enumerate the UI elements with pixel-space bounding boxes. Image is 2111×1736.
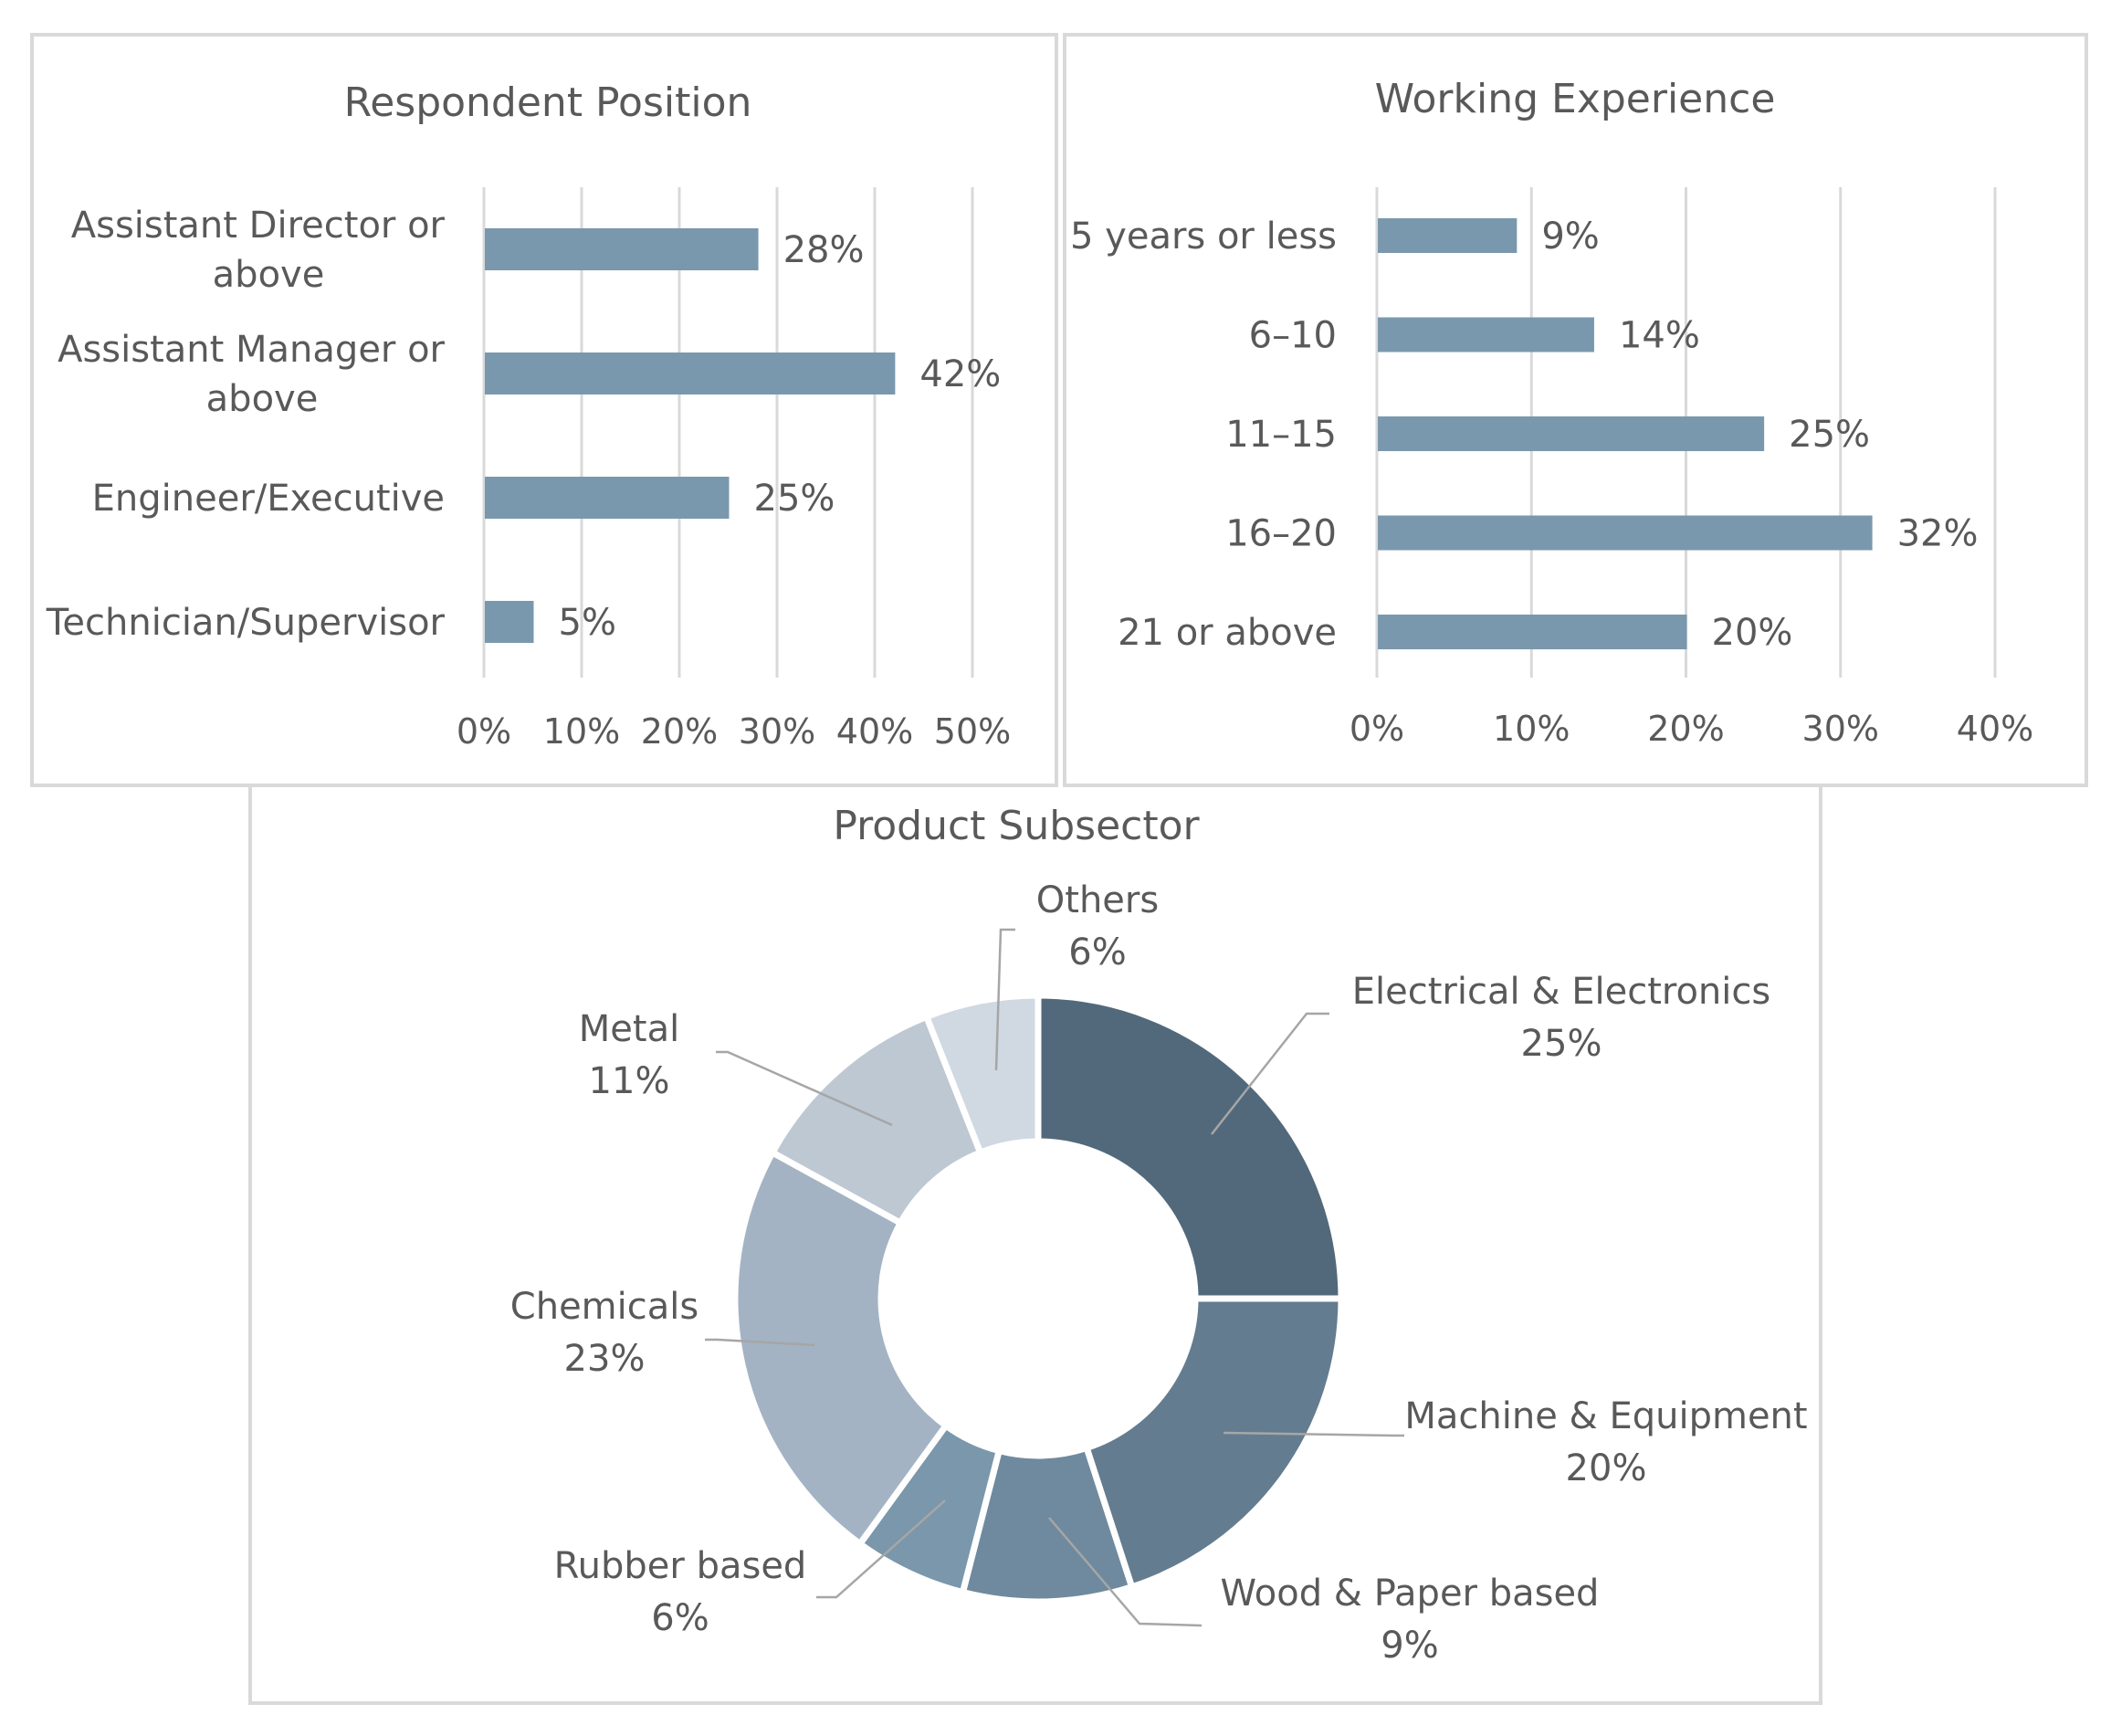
slice-category-label: Wood & Paper based — [1221, 1573, 1600, 1615]
data-label: 14% — [1619, 315, 1700, 357]
product-subsector-svg: Product Subsector Electrical & Electronic… — [510, 803, 1808, 1667]
category-label: Assistant Director or above — [71, 205, 446, 296]
leader-line — [1048, 1517, 1203, 1627]
category-label-line: 21 or above — [1118, 612, 1337, 654]
slice-category-label: Machine & Equipment — [1404, 1395, 1807, 1437]
data-label: 25% — [1789, 414, 1870, 456]
leader-line — [816, 1499, 946, 1599]
category-label: Assistant Manager or above — [58, 329, 445, 420]
slice-value-label: 23% — [564, 1338, 646, 1380]
data-label: 32% — [1897, 513, 1979, 555]
bar — [485, 228, 759, 270]
x-tick-label: 10% — [1493, 709, 1570, 749]
slice-category-label: Electrical & Electronics — [1352, 971, 1770, 1013]
slice-category-label: Others — [1036, 879, 1159, 921]
x-tick-label: 50% — [934, 711, 1011, 752]
respondent-position-chart: Respondent Position 0% 10% 20% 30% 40% 50% Assi… — [30, 33, 1058, 787]
working-experience-chart: Working Experience 0% 10% 20% 30% 40% 5 years … — [1063, 33, 2088, 787]
working-experience-svg: Working Experience 0% 10% 20% 30% 40% 5 years … — [1070, 76, 2033, 749]
x-tick-label: 40% — [836, 711, 913, 752]
category-label: 6–10 — [1249, 315, 1337, 357]
data-label: 9% — [1541, 216, 1599, 258]
donut-slice — [731, 1148, 950, 1549]
x-tick-label: 20% — [641, 711, 718, 752]
x-tick-label: 0% — [457, 711, 511, 752]
slice-value-label: 6% — [651, 1597, 709, 1639]
bar — [1378, 416, 1765, 451]
donut-slice — [768, 1012, 985, 1227]
category-label: Technician/Supervisor — [46, 602, 446, 644]
donut-slice — [1082, 1295, 1345, 1592]
x-tick-label: 30% — [739, 711, 815, 752]
slice-category-label: Metal — [579, 1008, 679, 1050]
donut-slice — [922, 992, 1042, 1157]
slice-value-label: 11% — [589, 1060, 670, 1102]
category-label-line: 5 years or less — [1070, 216, 1337, 258]
category-label-line: above — [213, 254, 325, 296]
category-label-line: Assistant Director or — [71, 205, 446, 247]
category-label-line: above — [206, 378, 319, 420]
leader-line — [1223, 1431, 1404, 1437]
x-tick-label: 30% — [1802, 709, 1879, 749]
data-label: 28% — [783, 229, 865, 271]
data-label: 20% — [1712, 612, 1793, 654]
data-label: 25% — [754, 478, 835, 520]
product-subsector-chart: Product Subsector Electrical & Electronic… — [248, 787, 1822, 1705]
leader-line — [1211, 1012, 1329, 1135]
x-tick-label: 10% — [543, 711, 620, 752]
leader-line — [705, 1338, 815, 1347]
slice-value-label: 20% — [1566, 1447, 1647, 1489]
bar — [485, 601, 534, 643]
donut-slice — [1034, 992, 1345, 1302]
category-label: 11–15 — [1225, 414, 1337, 456]
slice-value-label: 25% — [1521, 1023, 1602, 1065]
bar — [1378, 515, 1873, 551]
bar — [485, 352, 896, 395]
category-label-line: 11–15 — [1225, 414, 1337, 456]
bar — [1378, 317, 1594, 352]
slice-category-label: Chemicals — [510, 1286, 698, 1328]
category-label: 21 or above — [1118, 612, 1337, 654]
data-label: 42% — [919, 353, 1001, 395]
category-label: 16–20 — [1225, 513, 1337, 555]
category-label: Engineer/Executive — [92, 478, 445, 520]
slice-value-label: 6% — [1068, 931, 1126, 973]
bar — [1378, 218, 1518, 253]
respondent-position-svg: Respondent Position 0% 10% 20% 30% 40% 50% Assi… — [46, 79, 1011, 752]
data-label: 5% — [559, 602, 616, 644]
respondent-position-title: Respondent Position — [344, 79, 752, 126]
x-tick-label: 0% — [1350, 709, 1404, 749]
x-tick-label: 40% — [1957, 709, 2033, 749]
bar — [1378, 615, 1687, 649]
slice-category-label: Rubber based — [554, 1545, 807, 1587]
category-label-line: Assistant Manager or — [58, 329, 445, 371]
category-label: 5 years or less — [1070, 216, 1337, 258]
category-label-line: 16–20 — [1225, 513, 1337, 555]
category-label-line: Technician/Supervisor — [46, 602, 446, 644]
category-label-line: Engineer/Executive — [92, 478, 445, 520]
working-experience-title: Working Experience — [1375, 76, 1776, 122]
category-label-line: 6–10 — [1249, 315, 1337, 357]
bar — [485, 477, 730, 519]
product-subsector-title: Product Subsector — [833, 803, 1200, 849]
leader-line — [716, 1050, 893, 1127]
x-tick-label: 20% — [1647, 709, 1724, 749]
leader-line — [994, 928, 1015, 1071]
slice-value-label: 9% — [1381, 1625, 1438, 1667]
